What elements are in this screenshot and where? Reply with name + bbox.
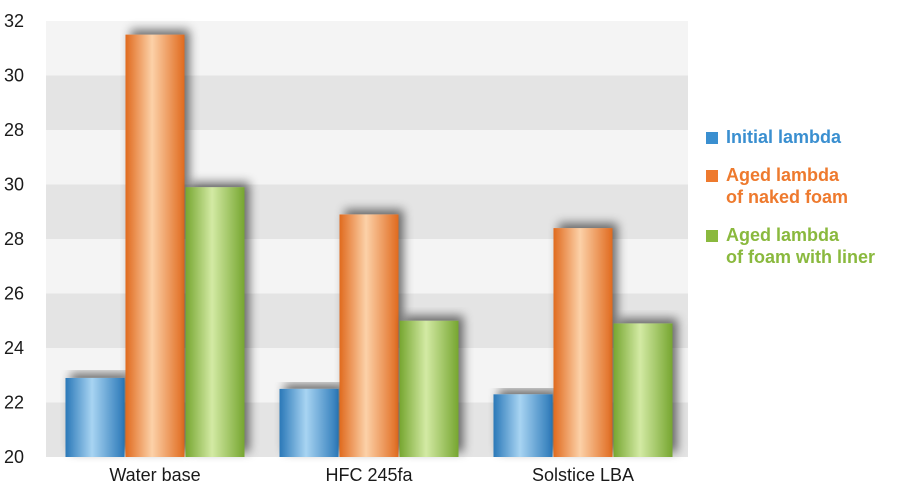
legend-swatch-initial-lambda xyxy=(706,132,718,144)
legend-swatch-aged-naked-foam xyxy=(706,170,718,182)
y-tick-label: 26 xyxy=(4,284,24,304)
y-tick-label: 24 xyxy=(4,338,24,358)
legend-item-aged-naked-foam: Aged lambda of naked foam xyxy=(706,164,875,208)
y-tick-label: 30 xyxy=(4,175,24,195)
y-tick-label: 30 xyxy=(4,66,24,86)
x-axis-category-labels: Water base HFC 245fa Solstice LBA xyxy=(109,465,634,485)
legend-item-aged-foam-with-liner: Aged lambda of foam with liner xyxy=(706,224,875,268)
y-tick-label: 22 xyxy=(4,393,24,413)
y-tick-label: 28 xyxy=(4,229,24,249)
bar-2-2 xyxy=(613,323,673,457)
legend-label-aged-naked-foam: Aged lambda of naked foam xyxy=(726,165,849,207)
y-tick-label: 28 xyxy=(4,120,24,140)
y-axis-tick-labels: 20 22 24 26 28 30 28 30 32 xyxy=(4,11,24,467)
bar-1-2 xyxy=(553,228,613,457)
bar-0-0 xyxy=(65,377,125,457)
legend-swatch-aged-foam-with-liner xyxy=(706,230,718,242)
x-category-label: HFC 245fa xyxy=(325,465,413,485)
bar-0-1 xyxy=(279,388,339,457)
legend: Initial lambda Aged lambda of naked foam… xyxy=(706,126,875,284)
x-category-label: Solstice LBA xyxy=(532,465,634,485)
bars xyxy=(65,34,673,457)
y-tick-label: 20 xyxy=(4,447,24,467)
bar-0-2 xyxy=(493,394,553,457)
x-category-label: Water base xyxy=(109,465,200,485)
bar-1-1 xyxy=(339,214,399,457)
bar-2-0 xyxy=(185,187,245,457)
bar-2-1 xyxy=(399,320,459,457)
legend-label-initial-lambda: Initial lambda xyxy=(726,127,842,147)
legend-label-aged-foam-with-liner: Aged lambda of foam with liner xyxy=(726,225,876,267)
bar-1-0 xyxy=(125,34,185,457)
legend-item-initial-lambda: Initial lambda xyxy=(706,126,875,148)
y-tick-label: 32 xyxy=(4,11,24,31)
